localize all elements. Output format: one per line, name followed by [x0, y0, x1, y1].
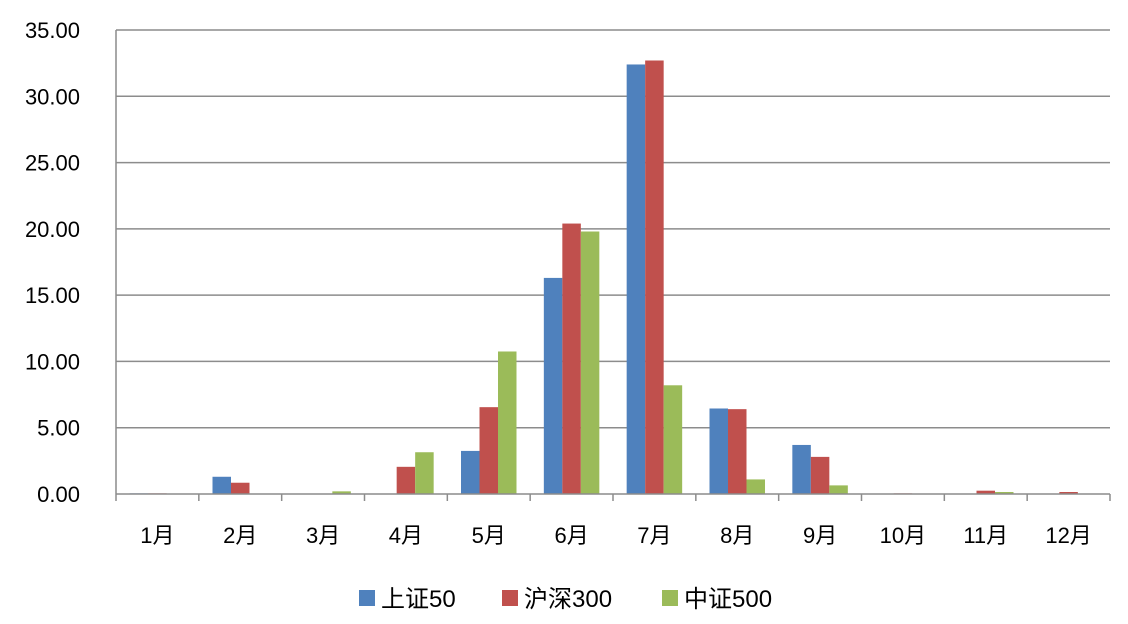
- legend-label: 上证50: [381, 586, 456, 613]
- y-tick-label: 0.00: [37, 482, 80, 507]
- bar: [663, 385, 683, 494]
- bar: [415, 452, 434, 494]
- bar: [626, 64, 646, 495]
- y-tick-label: 20.00: [25, 217, 80, 242]
- legend-label: 沪深300: [524, 586, 612, 613]
- bar: [1059, 492, 1078, 494]
- x-category-label: 2月: [223, 523, 257, 548]
- bar: [792, 444, 811, 494]
- x-category-label: 12月: [1045, 523, 1091, 548]
- bar: [396, 466, 416, 494]
- bar: [976, 490, 995, 494]
- bar: [709, 408, 728, 494]
- legend-swatch: [359, 590, 375, 606]
- x-category-label: 1月: [140, 523, 174, 548]
- bar: [543, 277, 563, 494]
- bar: [728, 409, 747, 494]
- y-tick-label: 25.00: [25, 151, 80, 176]
- x-category-label: 6月: [554, 523, 588, 548]
- x-category-label: 11月: [963, 523, 1008, 548]
- y-tick-label: 15.00: [25, 283, 80, 308]
- bar-series: [129, 60, 1078, 495]
- bar: [829, 485, 848, 494]
- gridlines: [116, 29, 1110, 429]
- bar: [810, 456, 830, 494]
- x-category-label: 5月: [472, 523, 506, 548]
- bar: [995, 492, 1014, 494]
- bar: [498, 351, 517, 494]
- x-category-label: 10月: [880, 523, 926, 548]
- bar: [461, 450, 480, 494]
- bar: [562, 223, 581, 494]
- x-category-label: 3月: [306, 523, 340, 548]
- bar: [332, 491, 351, 494]
- y-tick-label: 30.00: [25, 84, 80, 109]
- y-tick-label: 10.00: [25, 349, 80, 374]
- bar: [746, 479, 765, 494]
- bar: [479, 407, 498, 494]
- x-axis: [115, 30, 1111, 501]
- x-axis-category-labels: 1月 2月 3月 4月 5月 6月 7月 8月 9月 10月 11月 12月: [140, 523, 1092, 548]
- x-category-label: 8月: [720, 523, 754, 548]
- legend-swatch: [662, 590, 678, 606]
- bar: [645, 60, 664, 495]
- y-axis-tick-labels: 0.00 5.00 10.00 15.00 20.00 25.00 30.00 35.00: [25, 18, 80, 507]
- x-category-label: 7月: [637, 523, 671, 548]
- y-tick-label: 35.00: [25, 18, 80, 43]
- legend: 上证50 沪深300 中证500: [359, 586, 772, 613]
- y-tick-label: 5.00: [37, 416, 80, 441]
- x-category-label: 9月: [803, 523, 837, 548]
- x-category-label: 4月: [389, 523, 423, 548]
- bar: [580, 231, 600, 494]
- legend-label: 中证500: [684, 586, 772, 613]
- bar: [231, 482, 250, 494]
- bar: [212, 476, 231, 494]
- legend-swatch: [502, 590, 518, 606]
